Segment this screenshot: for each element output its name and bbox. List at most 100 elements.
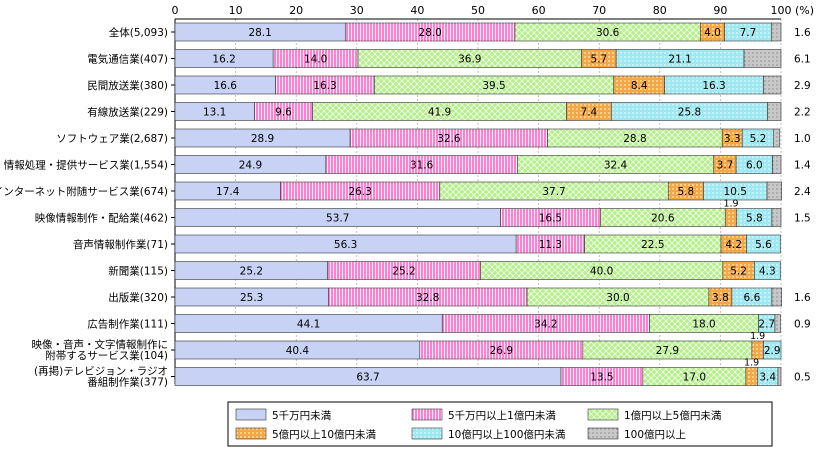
data-label: 4.3 <box>759 266 776 278</box>
data-label: 17.0 <box>683 372 706 384</box>
data-label: 0.5 <box>794 372 811 384</box>
legend-swatch <box>587 427 619 440</box>
category-label: 有線放送業(229) <box>87 106 168 119</box>
category-label: (再掲)テレビジョン・ラジオ <box>34 366 168 378</box>
data-label: 25.8 <box>678 107 701 119</box>
data-label: 5.2 <box>750 133 767 145</box>
x-tick-label: 90 <box>713 4 727 17</box>
data-label: 3.4 <box>759 372 776 384</box>
data-label: 11.3 <box>539 239 562 251</box>
data-label: 5.6 <box>755 239 772 251</box>
data-label: 31.6 <box>410 160 434 172</box>
bar-segment <box>767 102 782 121</box>
data-label: 1.9 <box>723 199 738 210</box>
legend-swatch <box>411 427 443 440</box>
data-label: 36.9 <box>458 54 481 66</box>
data-label: 5.8 <box>746 213 763 225</box>
x-tick-label: 0 <box>172 4 179 17</box>
data-label: 63.7 <box>356 372 379 384</box>
legend-swatch <box>235 427 267 440</box>
category-label: 音声情報制作業(71) <box>73 238 168 251</box>
data-label: 16.5 <box>539 213 562 225</box>
data-label: 39.5 <box>482 80 505 92</box>
data-label: 14.0 <box>304 54 327 66</box>
data-label: 27.9 <box>656 345 679 357</box>
data-label: 30.0 <box>606 292 629 304</box>
x-tick-label: 10 <box>229 4 243 17</box>
category-label: 広告制作業(111) <box>87 318 168 331</box>
legend-label: 10億円以上100億円未満 <box>448 428 566 441</box>
data-label: 4.0 <box>704 27 721 39</box>
data-label: 25.3 <box>240 292 263 304</box>
category-label: 附帯するサービス業(104) <box>45 349 168 362</box>
bar-segment <box>771 208 782 227</box>
bar-segment <box>774 314 781 333</box>
bar-segment <box>745 367 758 386</box>
legend-label: 100億円以上 <box>624 428 686 441</box>
data-label: 41.9 <box>428 107 451 119</box>
x-tick-label: 80 <box>653 4 667 17</box>
data-label: 6.0 <box>746 160 763 172</box>
data-label: 1.9 <box>744 358 759 369</box>
bar-segment <box>771 287 782 307</box>
data-label: 16.3 <box>702 80 725 92</box>
data-label: 18.0 <box>692 319 715 331</box>
bar-segment <box>763 75 782 95</box>
data-label: 28.0 <box>418 27 441 39</box>
data-label: 26.3 <box>348 186 371 198</box>
data-label: 2.2 <box>794 107 811 119</box>
data-label: 40.4 <box>286 345 310 357</box>
data-label: 2.7 <box>758 319 775 331</box>
legend-swatch <box>411 408 443 421</box>
data-label: 40.0 <box>590 266 613 278</box>
data-label: 20.6 <box>651 213 675 225</box>
bar-segment <box>771 22 782 42</box>
data-label: 2.9 <box>794 80 811 92</box>
category-label: インターネット附随サービス業(674) <box>0 185 168 198</box>
x-tick-label: 50 <box>471 4 485 17</box>
x-tick-label: 70 <box>592 4 606 17</box>
category-label: 民間放送業(380) <box>87 79 168 92</box>
category-label: 新聞業(115) <box>108 265 168 278</box>
legend-label: 5千万円以上1億円未満 <box>448 409 556 422</box>
data-label: 30.6 <box>596 27 620 39</box>
data-label: 3.3 <box>724 133 741 145</box>
data-label: 9.6 <box>275 107 292 119</box>
data-label: 44.1 <box>297 319 320 331</box>
data-label: 4.2 <box>725 239 742 251</box>
bar-segment <box>773 128 781 148</box>
data-label: 7.4 <box>581 107 598 119</box>
data-label: 10.5 <box>724 186 747 198</box>
data-label: 5.2 <box>730 266 747 278</box>
data-label: 7.7 <box>740 27 757 39</box>
legend-box <box>227 401 773 447</box>
bar-segment <box>766 181 782 201</box>
data-label: 56.3 <box>334 239 357 251</box>
data-label: 1.4 <box>794 160 811 172</box>
data-label: 32.6 <box>437 133 461 145</box>
data-label: 16.6 <box>214 80 238 92</box>
data-label: 21.1 <box>668 54 691 66</box>
category-label: 情報処理・提供サービス業(1,554) <box>4 159 168 172</box>
data-label: 1.0 <box>794 133 811 145</box>
bar-segment <box>772 155 782 174</box>
category-label: 映像情報制作・配給業(462) <box>35 212 168 225</box>
bar-segment <box>754 261 781 280</box>
bar-segment <box>743 49 782 68</box>
x-tick-label: 40 <box>410 4 424 17</box>
category-label: 番組制作業(377) <box>87 376 168 389</box>
data-label: 13.5 <box>590 372 613 384</box>
data-label: 25.2 <box>240 266 263 278</box>
data-label: 6.6 <box>744 292 761 304</box>
category-label: 出版業(320) <box>108 291 168 304</box>
bar-segment <box>724 208 738 227</box>
data-label: 28.1 <box>248 27 271 39</box>
data-label: 26.9 <box>490 345 513 357</box>
data-label: 8.4 <box>631 80 648 92</box>
data-label: 1.5 <box>794 213 811 225</box>
data-label: 2.9 <box>764 345 781 357</box>
unit-label: (%) <box>795 4 814 17</box>
legend-swatch <box>235 408 267 421</box>
category-label: 全体(5,093) <box>109 26 168 39</box>
